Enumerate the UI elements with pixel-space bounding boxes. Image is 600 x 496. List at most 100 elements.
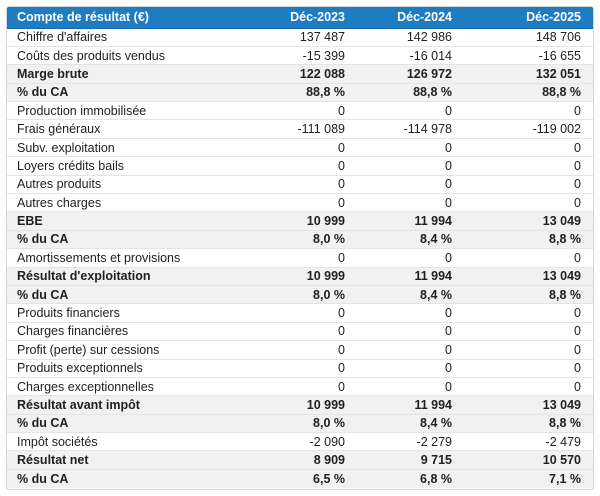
row-value-dec-2024: 0 [357, 156, 464, 176]
row-value-dec-2025: 0 [464, 175, 593, 195]
row-value-dec-2025: 8,8 % [464, 285, 593, 305]
row-value-dec-2025: 0 [464, 359, 593, 378]
row-label: Marge brute [7, 64, 250, 84]
row-value-dec-2025: 0 [464, 193, 593, 213]
row-label: Produits exceptionnels [7, 359, 250, 378]
table-row: Résultat d'exploitation 10 999 11 994 13… [7, 267, 593, 286]
row-value-dec-2023: 122 088 [250, 64, 357, 84]
row-value-dec-2023: 8,0 % [250, 285, 357, 305]
row-value-dec-2023: 0 [250, 303, 357, 323]
row-value-dec-2023: 10 999 [250, 211, 357, 231]
row-value-dec-2024: 0 [357, 377, 464, 397]
row-value-dec-2023: 0 [250, 340, 357, 360]
row-value-dec-2024: 0 [357, 101, 464, 121]
row-value-dec-2025: 7,1 % [464, 469, 593, 488]
row-value-dec-2025: -119 002 [464, 119, 593, 139]
row-value-dec-2023: 0 [250, 101, 357, 121]
row-value-dec-2024: 8,4 % [357, 230, 464, 250]
row-label: Autres produits [7, 175, 250, 195]
row-value-dec-2025: 0 [464, 377, 593, 397]
row-label: Résultat avant impôt [7, 395, 250, 415]
row-value-dec-2023: 0 [250, 193, 357, 213]
row-value-dec-2024: 11 994 [357, 267, 464, 286]
row-value-dec-2025: 88,8 % [464, 83, 593, 103]
table-row: EBE 10 999 11 994 13 049 [7, 211, 593, 231]
row-value-dec-2024: 126 972 [357, 64, 464, 84]
table-row: Marge brute 122 088 126 972 132 051 [7, 64, 593, 84]
row-value-dec-2023: 88,8 % [250, 83, 357, 103]
table-row: Production immobilisée 0 0 0 [7, 101, 593, 121]
row-value-dec-2025: 10 570 [464, 450, 593, 470]
table-row: Profit (perte) sur cessions 0 0 0 [7, 340, 593, 360]
table-row: % du CA 8,0 % 8,4 % 8,8 % [7, 230, 593, 250]
row-value-dec-2025: -2 479 [464, 432, 593, 452]
header-col-dec-2025: Déc-2025 [464, 7, 593, 29]
table-row: Charges exceptionnelles 0 0 0 [7, 377, 593, 397]
row-value-dec-2025: 0 [464, 138, 593, 158]
header-col-dec-2023: Déc-2023 [250, 7, 357, 29]
row-label: % du CA [7, 414, 250, 434]
row-value-dec-2025: 0 [464, 101, 593, 121]
row-value-dec-2024: 0 [357, 138, 464, 158]
row-value-dec-2023: 0 [250, 377, 357, 397]
row-value-dec-2024: -114 978 [357, 119, 464, 139]
row-value-dec-2025: 8,8 % [464, 230, 593, 250]
row-value-dec-2025: 13 049 [464, 211, 593, 231]
row-label: Coûts des produits vendus [7, 46, 250, 66]
table-row: % du CA 8,0 % 8,4 % 8,8 % [7, 285, 593, 305]
row-value-dec-2025: 0 [464, 248, 593, 268]
row-value-dec-2024: 0 [357, 322, 464, 342]
row-value-dec-2024: 88,8 % [357, 83, 464, 103]
row-value-dec-2023: 0 [250, 138, 357, 158]
row-value-dec-2023: 0 [250, 359, 357, 378]
row-value-dec-2023: 8,0 % [250, 230, 357, 250]
table-row: Subv. exploitation 0 0 0 [7, 138, 593, 158]
row-label: Frais généraux [7, 119, 250, 139]
row-label: Profit (perte) sur cessions [7, 340, 250, 360]
table-body: Chiffre d'affaires 137 487 142 986 148 7… [7, 28, 593, 488]
row-value-dec-2024: 142 986 [357, 28, 464, 47]
row-value-dec-2023: 6,5 % [250, 469, 357, 488]
row-value-dec-2023: 8,0 % [250, 414, 357, 434]
row-label: Charges exceptionnelles [7, 377, 250, 397]
row-value-dec-2023: 0 [250, 248, 357, 268]
row-label: Chiffre d'affaires [7, 28, 250, 47]
row-value-dec-2023: -15 399 [250, 46, 357, 66]
header-col-dec-2024: Déc-2024 [357, 7, 464, 29]
row-value-dec-2024: 9 715 [357, 450, 464, 470]
row-label: Charges financières [7, 322, 250, 342]
table-row: Produits financiers 0 0 0 [7, 303, 593, 323]
row-label: Résultat d'exploitation [7, 267, 250, 286]
table-row: Frais généraux -111 089 -114 978 -119 00… [7, 119, 593, 139]
row-value-dec-2025: 132 051 [464, 64, 593, 84]
table-row: Autres charges 0 0 0 [7, 193, 593, 213]
income-statement-table: Compte de résultat (€) Déc-2023 Déc-2024… [7, 7, 593, 488]
row-label: % du CA [7, 230, 250, 250]
row-value-dec-2024: 0 [357, 175, 464, 195]
table-row: % du CA 8,0 % 8,4 % 8,8 % [7, 414, 593, 434]
row-value-dec-2025: 0 [464, 303, 593, 323]
row-value-dec-2023: 0 [250, 322, 357, 342]
table-row: Autres produits 0 0 0 [7, 175, 593, 195]
table-row: % du CA 6,5 % 6,8 % 7,1 % [7, 469, 593, 488]
table-header-row: Compte de résultat (€) Déc-2023 Déc-2024… [7, 7, 593, 29]
row-value-dec-2024: 8,4 % [357, 285, 464, 305]
row-value-dec-2023: 0 [250, 156, 357, 176]
row-value-dec-2024: 11 994 [357, 395, 464, 415]
row-label: Impôt sociétés [7, 432, 250, 452]
table-row: % du CA 88,8 % 88,8 % 88,8 % [7, 83, 593, 103]
table-row: Coûts des produits vendus -15 399 -16 01… [7, 46, 593, 66]
row-label: Amortissements et provisions [7, 248, 250, 268]
row-label: % du CA [7, 285, 250, 305]
row-label: Résultat net [7, 450, 250, 470]
row-label: Loyers crédits bails [7, 156, 250, 176]
row-label: % du CA [7, 83, 250, 103]
income-statement-panel: Compte de résultat (€) Déc-2023 Déc-2024… [6, 6, 594, 490]
row-label: Subv. exploitation [7, 138, 250, 158]
row-label: Production immobilisée [7, 101, 250, 121]
row-value-dec-2025: 13 049 [464, 267, 593, 286]
row-value-dec-2023: 10 999 [250, 395, 357, 415]
row-value-dec-2025: 13 049 [464, 395, 593, 415]
row-value-dec-2024: 8,4 % [357, 414, 464, 434]
row-label: % du CA [7, 469, 250, 488]
